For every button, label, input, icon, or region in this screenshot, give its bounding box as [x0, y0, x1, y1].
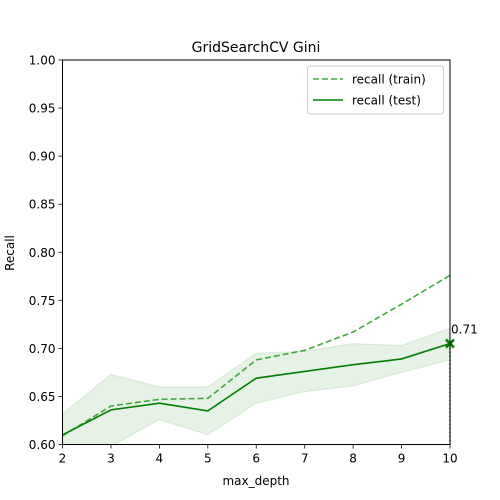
plot-clip-group	[62, 274, 450, 445]
y-axis: 0.60 0.65 0.70 0.75 0.80 0.85 0.90 0.95 1.00	[29, 54, 63, 452]
plot-area: 0.71	[62, 59, 478, 445]
y-axis-label: Recall	[3, 235, 17, 271]
x-axis: 2 3 4 5 6 7 8 9 10	[59, 444, 458, 466]
x-tick-label: 7	[301, 452, 309, 466]
x-tick-label: 8	[349, 452, 357, 466]
y-tick-label: 0.95	[29, 102, 56, 116]
y-tick-label: 0.85	[29, 198, 56, 212]
test-series-line	[62, 342, 450, 436]
y-tick-label: 1.00	[29, 54, 56, 68]
y-tick-label: 0.80	[29, 246, 56, 260]
y-tick-label: 0.65	[29, 390, 56, 404]
legend-train-label: recall (train)	[352, 73, 426, 87]
legend-test-label: recall (test)	[352, 94, 421, 108]
x-tick-label: 9	[398, 452, 406, 466]
test-std-band	[62, 327, 450, 445]
x-tick-label: 6	[252, 452, 260, 466]
legend-box	[307, 65, 444, 115]
x-tick-label: 2	[59, 452, 67, 466]
x-tick-label: 5	[204, 452, 212, 466]
y-tick-label: 0.70	[29, 342, 56, 356]
x-tick-label: 4	[156, 452, 164, 466]
y-tick-label: 0.75	[29, 294, 56, 308]
legend: recall (train) recall (test)	[307, 65, 444, 115]
x-axis-label: max_depth	[222, 474, 289, 488]
train-series-line	[62, 274, 450, 437]
x-tick-label: 10	[442, 452, 457, 466]
y-tick-label: 0.90	[29, 150, 56, 164]
chart-title: GridSearchCV Gini	[192, 40, 321, 56]
best-score-label: 0.71	[451, 323, 478, 337]
x-tick-label: 3	[107, 452, 115, 466]
y-tick-label: 0.60	[29, 438, 56, 452]
